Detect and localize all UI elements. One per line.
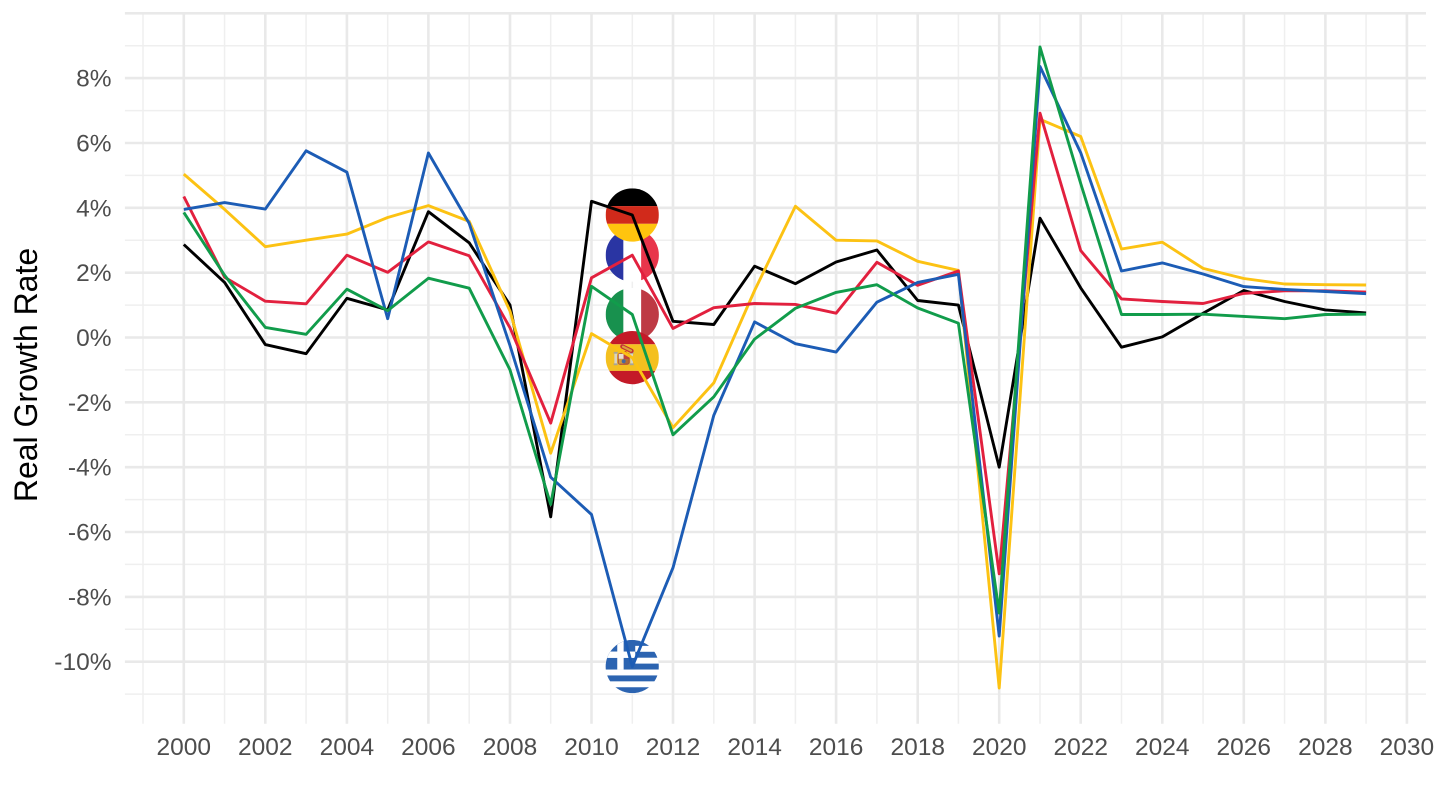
svg-text:6%: 6% [76,131,111,158]
svg-text:2022: 2022 [1053,734,1108,761]
svg-text:2018: 2018 [890,734,945,761]
svg-text:2024: 2024 [1135,734,1190,761]
svg-text:2020: 2020 [972,734,1027,761]
svg-text:2000: 2000 [157,734,212,761]
svg-text:2030: 2030 [1380,734,1435,761]
svg-text:2010: 2010 [564,734,619,761]
svg-text:4%: 4% [76,195,111,222]
svg-text:0%: 0% [76,325,111,352]
svg-text:Real Growth Rate: Real Growth Rate [8,248,44,502]
svg-text:2004: 2004 [320,734,375,761]
svg-text:-4%: -4% [68,455,112,482]
svg-text:-6%: -6% [68,520,112,547]
svg-text:2014: 2014 [727,734,782,761]
svg-text:8%: 8% [76,66,111,93]
svg-text:2028: 2028 [1298,734,1353,761]
svg-text:2006: 2006 [401,734,456,761]
svg-text:2008: 2008 [483,734,538,761]
svg-text:-2%: -2% [68,390,112,417]
svg-text:2016: 2016 [809,734,864,761]
svg-text:2%: 2% [76,260,111,287]
svg-text:2012: 2012 [646,734,701,761]
svg-text:2002: 2002 [238,734,293,761]
svg-text:2026: 2026 [1217,734,1272,761]
svg-text:-8%: -8% [68,584,112,611]
svg-text:-10%: -10% [54,649,111,676]
